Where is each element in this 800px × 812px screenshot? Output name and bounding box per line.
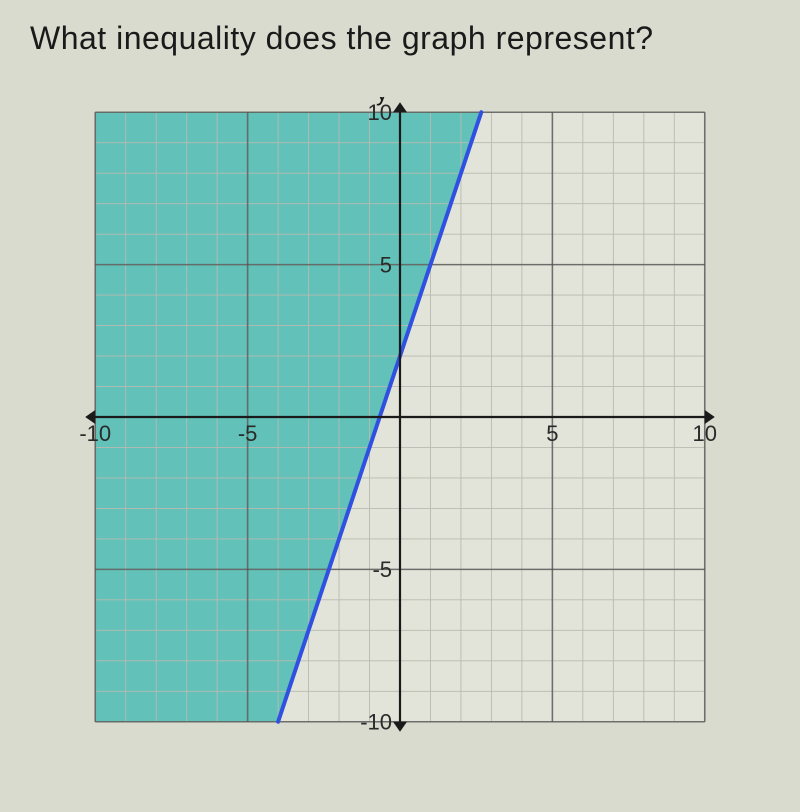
svg-text:10: 10	[693, 421, 717, 446]
svg-text:-5: -5	[238, 421, 258, 446]
svg-text:y: y	[376, 97, 388, 106]
svg-text:5: 5	[380, 252, 392, 277]
page: What inequality does the graph represent…	[0, 0, 800, 812]
svg-text:-5: -5	[372, 557, 392, 582]
question-title: What inequality does the graph represent…	[30, 20, 770, 57]
svg-text:-10: -10	[360, 709, 392, 734]
graph-container: -10-5510-10-5510yx	[80, 97, 720, 737]
svg-text:5: 5	[546, 421, 558, 446]
svg-text:-10: -10	[80, 421, 111, 446]
inequality-graph: -10-5510-10-5510yx	[80, 97, 720, 737]
